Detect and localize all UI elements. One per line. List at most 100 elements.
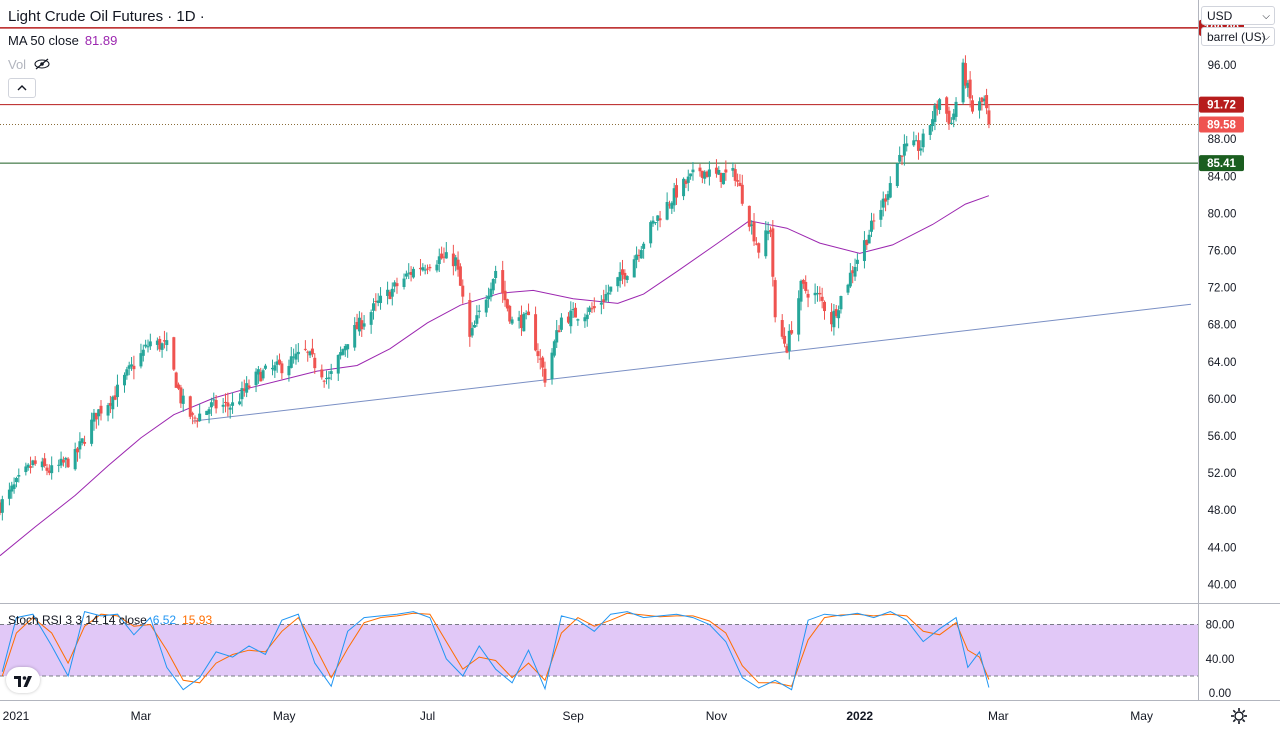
candle [73,442,77,471]
stoch-legend[interactable]: Stoch RSI 3 3 14 14 close 6.52 15.93 [8,613,212,627]
candle [667,200,671,209]
candle [287,359,291,382]
candle-body [552,341,556,356]
candle-body [407,272,411,274]
time-tick-label: Mar [131,709,152,723]
gear-icon[interactable] [1230,707,1248,725]
candle [47,464,51,476]
candle-body [534,314,538,351]
candle-body [985,95,989,109]
candle [853,258,857,281]
chevron-down-icon: ⌵ [1262,11,1270,22]
candle [144,339,148,349]
candle [97,409,101,426]
candle [59,451,63,469]
candle-body [566,316,570,323]
candle [721,172,725,185]
candle-body [952,113,956,120]
candle-body [902,143,906,156]
candle-body [620,269,624,275]
candle [585,307,589,327]
levels-layer [0,27,1198,164]
candle-body [224,401,228,403]
candle [961,58,965,105]
candle [670,201,674,214]
candle-body [980,97,984,102]
candle [198,403,202,422]
candle [50,456,54,480]
candle [360,312,364,337]
candle-body [99,405,103,414]
candle-body [517,317,521,321]
candle [292,348,296,364]
candle-body [289,356,293,368]
candle-body [45,467,49,471]
candle-body [50,465,54,474]
candle-body [487,295,491,300]
candle [280,361,284,380]
candle-body [362,323,366,327]
candle-body [212,399,216,401]
candle [456,251,460,277]
candle [336,354,340,381]
candle [158,335,162,352]
candle [7,482,11,506]
candle-body [790,330,794,334]
candle [590,302,594,314]
candle-body [245,383,249,393]
candle-body [949,122,953,125]
candle [651,216,655,227]
candle [895,162,899,188]
candle [724,160,728,181]
candle-body [510,319,514,324]
candle-body [830,312,834,325]
hidden-eye-icon[interactable] [33,58,51,70]
candle-body [522,313,526,332]
currency-select[interactable]: USD ⌵ [1201,6,1275,25]
candle-body [261,370,265,379]
candle [797,290,801,342]
ma-legend[interactable]: MA 50 close 81.89 [8,33,117,48]
candle [879,200,883,227]
candle [867,229,871,244]
candle-body [280,363,284,374]
candle-body [214,400,218,409]
candle [263,363,267,370]
candle-body [162,340,166,342]
candle-body [804,281,808,291]
candle-body [191,413,195,415]
candle [806,289,810,308]
candle [487,287,491,308]
candle [127,361,131,376]
candle [698,163,702,177]
candle [43,453,47,468]
candle [90,412,94,447]
candle-body [900,155,904,157]
collapse-legend-button[interactable] [8,78,36,98]
tradingview-logo[interactable] [6,667,40,693]
candle [559,313,563,332]
candle-body [869,220,873,232]
candle [543,361,547,387]
candle-body [574,307,578,318]
candle-body [898,154,902,162]
candle-body [527,311,531,316]
price-tick-label: 72.00 [1208,283,1237,295]
candle [947,106,951,130]
candle [245,376,249,398]
candle [522,312,526,332]
candle [752,213,756,246]
candle-body [238,401,242,405]
stoch-d-value: 15.93 [182,613,213,627]
symbol-title: Light Crude Oil Futures · 1D · [8,8,205,25]
unit-select[interactable]: barrel (US) ⌵ [1201,27,1275,46]
candle [357,311,361,336]
candle-body [231,402,235,406]
candle-body [388,291,392,300]
symbol-legend[interactable]: Light Crude Oil Futures · 1D · [8,8,205,25]
candle [346,344,350,358]
vol-legend[interactable]: Vol [8,57,51,72]
candle [970,95,974,114]
